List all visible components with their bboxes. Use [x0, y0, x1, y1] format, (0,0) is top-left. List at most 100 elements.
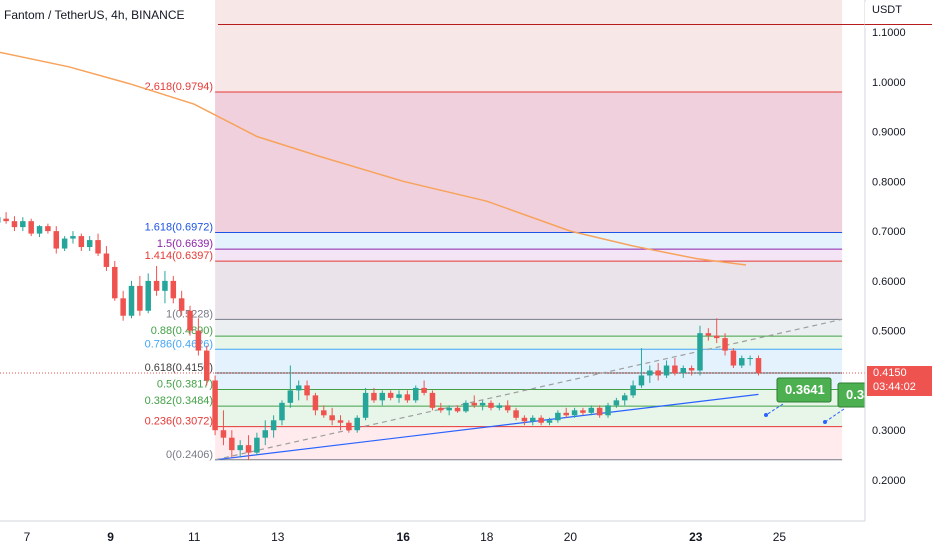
candle-body [329, 415, 335, 421]
candle-body [53, 231, 60, 249]
candle [396, 390, 402, 403]
candle [513, 407, 519, 421]
candle [521, 415, 528, 426]
fib-band [215, 319, 843, 337]
candle [421, 380, 427, 396]
candle-body [3, 218, 9, 222]
candle [647, 365, 653, 383]
candle-body [128, 285, 135, 316]
candle-body [672, 365, 678, 373]
candle-body [195, 330, 202, 351]
candle-body [321, 410, 327, 416]
candle-body [496, 405, 503, 408]
candle [404, 390, 411, 403]
candle-body [86, 240, 93, 248]
price-callout: 0.3641 [764, 377, 832, 417]
fib-level-label: 1.414(0.6397) [145, 250, 214, 262]
candle-body [479, 402, 486, 406]
price-tick-label: 1.0000 [872, 77, 906, 89]
candle-body [20, 221, 26, 228]
candle [11, 216, 18, 232]
candle-body [605, 405, 611, 416]
candle [95, 233, 101, 256]
candle-body [78, 236, 85, 248]
candle [655, 363, 661, 381]
candle-body [513, 410, 519, 418]
candle-body [404, 394, 411, 401]
candle [36, 225, 43, 238]
fib-band-top [215, 0, 843, 93]
candle-body [730, 350, 737, 366]
candle-body [571, 410, 578, 416]
candle [78, 233, 85, 252]
fib-band [215, 426, 843, 460]
candle-body [354, 417, 360, 431]
time-axis[interactable]: 7 9 11 13 16 18 20 23 25 [0, 520, 865, 544]
candle-body [153, 280, 160, 291]
candle [270, 415, 277, 438]
candle [412, 385, 419, 403]
time-tick-label: 9 [107, 530, 114, 544]
candle-body [596, 407, 603, 416]
candle-body [429, 392, 436, 408]
candle [346, 420, 352, 433]
fib-band [215, 336, 843, 350]
candle-body [187, 310, 193, 331]
candle [488, 400, 494, 411]
candle-body [630, 385, 636, 396]
price-tick-label: 0.3000 [872, 425, 906, 437]
candle-body [28, 221, 34, 234]
candle [454, 405, 461, 413]
time-tick-label: 11 [188, 530, 201, 544]
price-tick-label: 0.9000 [872, 127, 906, 139]
candle [53, 226, 60, 254]
candle-body [162, 280, 168, 291]
candle-body [270, 420, 277, 431]
fib-band [215, 406, 843, 427]
candle [613, 397, 620, 408]
axis-unit-label[interactable]: USDT [872, 4, 902, 16]
candle [563, 407, 569, 418]
candle [178, 290, 185, 316]
candle [504, 400, 511, 413]
candle-body [262, 430, 269, 438]
candle [546, 417, 553, 426]
chart-title: Fantom / TetherUS, 4h, BINANCE [4, 8, 185, 22]
price-tick-label: 0.5000 [872, 326, 906, 338]
candle [128, 280, 135, 319]
candle [279, 400, 285, 426]
candle-body [95, 240, 101, 254]
fib-band [215, 92, 843, 233]
time-tick-label: 18 [480, 530, 494, 544]
candle-body [638, 375, 645, 386]
candle [705, 328, 712, 341]
candle [321, 405, 327, 418]
candles [0, 212, 762, 461]
fib-band [215, 261, 843, 320]
candle [295, 380, 302, 401]
candle-body [713, 335, 720, 339]
candle [479, 400, 486, 411]
fib-band [215, 372, 843, 390]
candle [379, 390, 386, 406]
fib-level-label: 2.618(0.9794) [145, 81, 214, 93]
candle [3, 212, 9, 224]
candle-body [45, 226, 51, 232]
candle-body [203, 350, 210, 381]
fib-band [215, 349, 843, 373]
candle [580, 407, 586, 416]
candle-body [170, 280, 177, 299]
candle-body [379, 392, 386, 401]
fib-level-label: 0(0.2406) [166, 449, 213, 461]
candle [120, 290, 126, 321]
dashed-channel-line [214, 318, 843, 461]
candle [730, 348, 737, 368]
fib-levels: 2.618(0.9794) 1.618(0.6972) 1.5(0.6639)1.4… [145, 81, 843, 461]
candle [688, 365, 695, 376]
price-axis[interactable]: 1.1000 1.0000 0.9000 0.8000 0.7000 0.6000 0.50… [864, 0, 932, 550]
candle [112, 260, 118, 301]
candle [471, 395, 478, 408]
ema-line [0, 51, 747, 266]
